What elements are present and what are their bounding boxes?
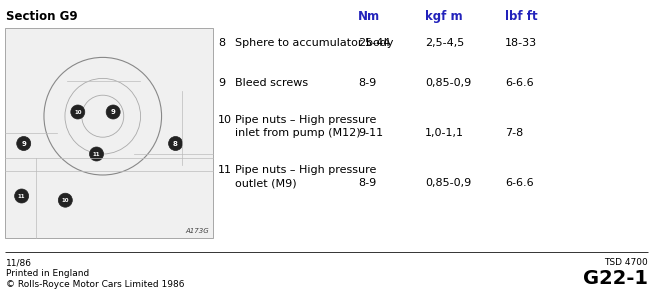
Text: TSD 4700: TSD 4700 <box>604 258 648 267</box>
Text: 6-6.6: 6-6.6 <box>505 78 534 88</box>
Text: © Rolls-Royce Motor Cars Limited 1986: © Rolls-Royce Motor Cars Limited 1986 <box>6 280 184 289</box>
Text: Pipe nuts – High pressure: Pipe nuts – High pressure <box>235 115 376 125</box>
Text: 8: 8 <box>173 141 178 146</box>
Circle shape <box>169 136 182 151</box>
Text: 9: 9 <box>111 109 116 115</box>
Text: 11: 11 <box>93 152 100 157</box>
Text: 8-9: 8-9 <box>358 78 376 88</box>
Text: 10: 10 <box>74 109 82 115</box>
Text: 9-11: 9-11 <box>358 128 383 138</box>
Text: Printed in England: Printed in England <box>6 269 89 278</box>
Circle shape <box>17 136 31 151</box>
Text: 11/86: 11/86 <box>6 258 32 267</box>
Text: 11: 11 <box>218 165 232 175</box>
Text: Section G9: Section G9 <box>6 10 78 23</box>
Text: inlet from pump (M12): inlet from pump (M12) <box>235 128 360 138</box>
Circle shape <box>90 147 103 161</box>
Text: 9: 9 <box>22 141 26 146</box>
Text: Sphere to accumulator body: Sphere to accumulator body <box>235 38 394 48</box>
Text: kgf m: kgf m <box>425 10 462 23</box>
Text: outlet (M9): outlet (M9) <box>235 178 297 188</box>
Text: 8: 8 <box>218 38 225 48</box>
Circle shape <box>71 105 85 119</box>
Circle shape <box>106 105 120 119</box>
Bar <box>5 28 213 238</box>
Text: 18-33: 18-33 <box>505 38 537 48</box>
Text: A173G: A173G <box>185 228 209 234</box>
Text: 11: 11 <box>18 194 26 198</box>
Text: 6-6.6: 6-6.6 <box>505 178 534 188</box>
Circle shape <box>58 193 73 207</box>
Text: 1,0-1,1: 1,0-1,1 <box>425 128 464 138</box>
Text: Bleed screws: Bleed screws <box>235 78 308 88</box>
Text: 7-8: 7-8 <box>505 128 523 138</box>
Text: 25-44: 25-44 <box>358 38 390 48</box>
Text: 0,85-0,9: 0,85-0,9 <box>425 178 472 188</box>
Text: 10: 10 <box>61 198 69 203</box>
Text: Nm: Nm <box>358 10 380 23</box>
Text: Pipe nuts – High pressure: Pipe nuts – High pressure <box>235 165 376 175</box>
Text: 8-9: 8-9 <box>358 178 376 188</box>
Text: lbf ft: lbf ft <box>505 10 538 23</box>
Text: 9: 9 <box>218 78 225 88</box>
Text: 0,85-0,9: 0,85-0,9 <box>425 78 472 88</box>
Text: G22-1: G22-1 <box>583 269 648 288</box>
Text: 2,5-4,5: 2,5-4,5 <box>425 38 464 48</box>
Text: 10: 10 <box>218 115 232 125</box>
Circle shape <box>14 189 29 203</box>
